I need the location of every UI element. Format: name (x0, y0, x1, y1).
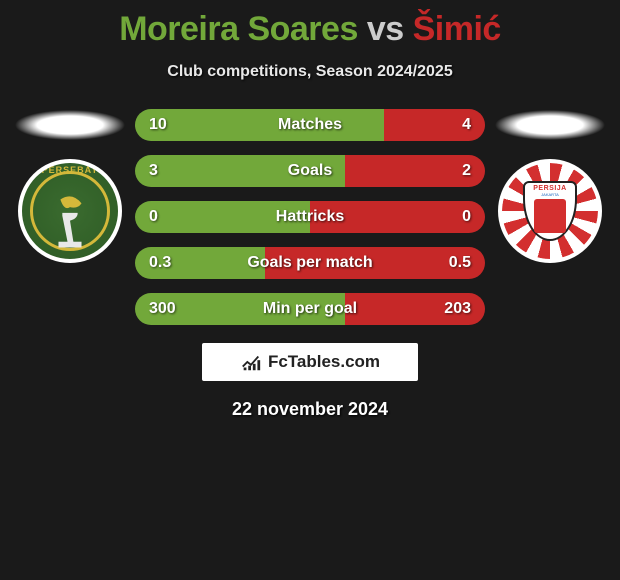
chart-icon (240, 351, 262, 373)
stat-label: Goals (288, 162, 332, 180)
stat-right-value: 2 (345, 155, 485, 187)
stat-row: 104 Matches (135, 109, 485, 141)
team1-badge: PERSEBAY (18, 159, 122, 263)
left-side: PERSEBAY (15, 109, 125, 263)
subtitle: Club competitions, Season 2024/2025 (0, 63, 620, 81)
main-area: PERSEBAY 104Matches32Goals00Hattricks0.3… (0, 109, 620, 325)
stat-row: 32Goals (135, 155, 485, 187)
player2-photo-placeholder (495, 109, 605, 141)
stat-right-value: 4 (384, 109, 486, 141)
team2-badge: PERSIJA JAKARTA (498, 159, 602, 263)
comparison-title: Moreira Soares vs Šimić (0, 10, 620, 49)
stat-label: Min per goal (263, 300, 357, 318)
watermark-text: FcTables.com (268, 352, 380, 372)
stat-label: Matches (278, 116, 342, 134)
vs-label: vs (367, 10, 404, 48)
stat-row: 0.30.5Goals per match (135, 247, 485, 279)
player2-name: Šimić (413, 10, 501, 48)
stat-label: Hattricks (276, 208, 344, 226)
team2-sub: JAKARTA (541, 192, 559, 197)
stat-right-value: 203 (345, 293, 485, 325)
watermark: FcTables.com (202, 343, 418, 381)
team1-crest-icon (22, 163, 118, 259)
player1-photo-placeholder (15, 109, 125, 141)
right-side: PERSIJA JAKARTA (495, 109, 605, 263)
stat-label: Goals per match (247, 254, 372, 272)
stat-left-value: 10 (135, 109, 384, 141)
stats-column: 104Matches32Goals00Hattricks0.30.5Goals … (135, 109, 485, 325)
date-label: 22 november 2024 (0, 399, 620, 420)
stat-left-value: 0.3 (135, 247, 265, 279)
stat-row: 00Hattricks (135, 201, 485, 233)
player1-name: Moreira Soares (119, 10, 358, 48)
team2-short: PERSIJA (533, 185, 566, 192)
stat-row: 300203Min per goal (135, 293, 485, 325)
